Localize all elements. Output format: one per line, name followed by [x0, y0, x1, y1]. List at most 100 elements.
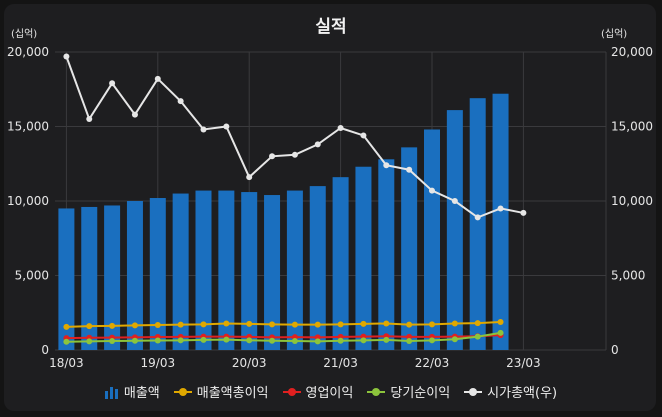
legend-item[interactable]: 매출액총이익: [173, 382, 269, 401]
series-point-9: [269, 321, 276, 328]
series-point-10: [291, 151, 298, 158]
series-point-16: [429, 337, 435, 344]
series-line: [66, 320, 501, 328]
series-point-2: [109, 338, 116, 345]
y-tick-label-left: 20,000: [7, 45, 49, 59]
series-point-5: [177, 337, 184, 344]
series-point-3: [131, 337, 138, 344]
series-point-15: [406, 333, 413, 340]
bar-8: [241, 192, 258, 350]
legend-label: 매출액: [123, 386, 160, 401]
bar-13: [355, 166, 372, 350]
x-tick-label: 18/03: [49, 356, 84, 370]
series-point-4: [154, 321, 161, 328]
series-point-11: [314, 338, 321, 345]
y-tick-label-right: 20,000: [611, 45, 653, 59]
series-point-8: [246, 174, 253, 181]
series-point-5: [177, 98, 184, 105]
x-tick-label: 20/03: [232, 356, 267, 370]
line-series-icon: [282, 387, 301, 396]
bar-10: [286, 190, 303, 350]
series-point-6: [200, 321, 207, 328]
series-point-2: [109, 80, 116, 87]
x-tick-label: 22/03: [415, 356, 450, 370]
bar-0: [58, 208, 75, 350]
legend: 매출액 매출액총이익 영업이익 당기순이익 시가총액(우): [0, 382, 662, 401]
y-tick-label-right: 5,000: [611, 269, 645, 283]
series-point-6: [200, 336, 207, 343]
series-line: [66, 331, 501, 343]
legend-item[interactable]: 매출액: [104, 382, 160, 401]
series-point-7: [223, 336, 230, 343]
y-tick-label-left: 15,000: [7, 120, 49, 134]
left-axis-unit: (십억): [11, 29, 38, 40]
series-point-1: [86, 116, 93, 123]
series-point-16: [429, 187, 435, 194]
series-point-14: [383, 336, 390, 343]
bar-17: [446, 110, 463, 350]
legend-item[interactable]: 시가총액(우): [464, 382, 557, 401]
legend-label: 당기순이익: [390, 386, 451, 401]
series-point-8: [246, 320, 253, 327]
series-point-11: [314, 321, 321, 328]
series-point-0: [63, 338, 70, 345]
series-point-19: [497, 329, 504, 336]
y-tick-label-right: 15,000: [611, 120, 653, 134]
series-line: [66, 334, 501, 340]
series-point-18: [474, 333, 481, 340]
series-point-4: [154, 337, 161, 344]
x-tick-label: 19/03: [141, 356, 176, 370]
series-point-7: [223, 123, 230, 130]
bar-4: [149, 198, 166, 350]
bar-1: [81, 206, 98, 350]
series-point-18: [474, 320, 481, 327]
line-series-icon: [464, 387, 483, 396]
legend-item[interactable]: 당기순이익: [367, 382, 450, 401]
series-point-10: [291, 321, 298, 328]
y-tick-label-right: 10,000: [611, 194, 653, 208]
bar-series-icon: [104, 386, 118, 399]
bar-19: [492, 93, 509, 350]
series-point-20: [520, 209, 527, 216]
series-point-9: [269, 153, 276, 160]
right-axis-unit: (십억): [601, 29, 628, 40]
series-point-17: [451, 198, 458, 204]
series-point-10: [291, 338, 298, 345]
series-point-16: [429, 321, 435, 328]
bar-9: [264, 195, 281, 350]
series-point-17: [451, 320, 458, 327]
series-point-19: [497, 318, 504, 325]
y-tick-label-left: 0: [41, 343, 49, 357]
series-point-5: [177, 321, 184, 328]
line-series-icon: [173, 387, 192, 396]
series-point-8: [246, 337, 253, 344]
series-point-12: [337, 124, 344, 131]
bar-2: [104, 205, 121, 350]
bar-7: [218, 190, 235, 350]
bar-12: [332, 177, 349, 350]
y-tick-label-left: 10,000: [7, 194, 49, 208]
bar-14: [378, 159, 395, 350]
x-tick-label: 21/03: [323, 356, 358, 370]
bar-6: [195, 190, 212, 350]
series-point-0: [63, 53, 70, 60]
series-point-15: [406, 321, 413, 328]
x-tick-label: 23/03: [506, 356, 541, 370]
series-point-13: [360, 337, 367, 344]
legend-item[interactable]: 영업이익: [282, 382, 353, 401]
legend-label: 시가총액(우): [487, 386, 558, 401]
y-tick-label-left: 5,000: [15, 269, 49, 283]
series-point-17: [451, 336, 458, 343]
series-point-13: [360, 320, 367, 327]
series-point-3: [131, 111, 138, 118]
series-point-14: [383, 162, 390, 169]
series-point-11: [314, 141, 321, 148]
bar-5: [172, 193, 189, 350]
series-point-19: [497, 205, 504, 212]
series-point-15: [406, 338, 413, 345]
legend-label: 매출액총이익: [196, 386, 269, 401]
series-point-0: [63, 323, 70, 330]
series-point-7: [223, 320, 230, 327]
series-point-15: [406, 166, 413, 173]
